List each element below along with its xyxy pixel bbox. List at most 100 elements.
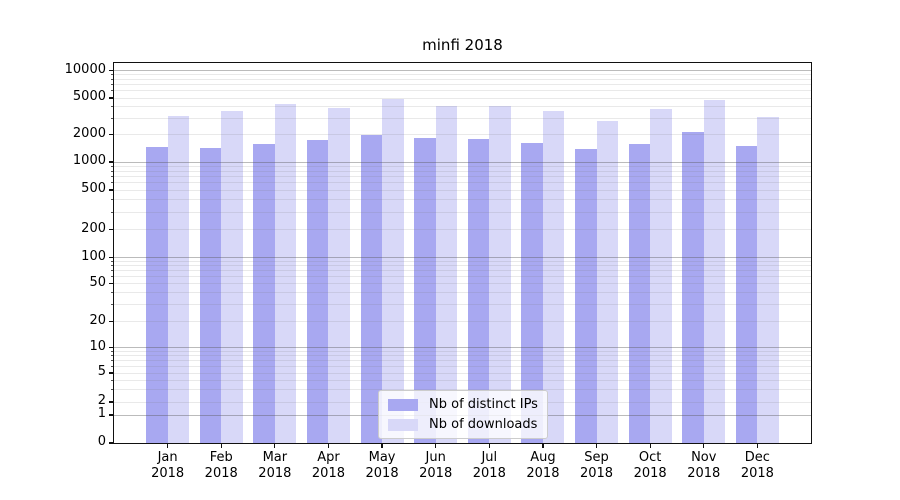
x-tick-mark	[703, 443, 705, 448]
bar-distinct-ips-sep	[575, 148, 597, 443]
y-tick-label: 5000	[72, 89, 106, 104]
x-tick-year: 2018	[365, 466, 399, 481]
y-minor-tick-mark	[111, 304, 114, 306]
bar-layer	[114, 63, 811, 443]
x-tick-year: 2018	[472, 466, 506, 481]
y-minor-tick-mark	[111, 90, 114, 92]
bar-distinct-ips-feb	[199, 148, 222, 443]
bar-downloads-oct	[650, 109, 672, 443]
y-minor-tick-mark	[111, 350, 114, 352]
chart-title: minfi 2018	[422, 36, 503, 54]
bar-downloads-dec	[757, 117, 779, 443]
bar-distinct-ips-jul	[467, 138, 490, 443]
gridline	[114, 74, 811, 76]
gridline	[114, 265, 811, 267]
bar-downloads-apr	[328, 107, 350, 443]
gridline	[114, 355, 811, 357]
y-tick-mark	[109, 97, 114, 99]
y-minor-tick-mark	[111, 199, 114, 201]
gridline	[114, 270, 811, 272]
x-tick-mark	[649, 443, 651, 448]
gridline	[114, 199, 811, 201]
gridline	[114, 379, 811, 381]
gridline	[114, 229, 811, 230]
x-tick-year: 2018	[151, 466, 185, 481]
x-tick-label: May 2018	[350, 450, 414, 482]
bar-downloads-jan	[167, 115, 190, 443]
gridline	[114, 117, 811, 119]
x-tick-label: Apr 2018	[296, 450, 360, 482]
x-tick-mark	[542, 443, 544, 448]
bar-distinct-ips-aug	[521, 143, 543, 443]
gridline	[114, 292, 811, 294]
y-minor-tick-mark	[111, 360, 114, 362]
y-tick-label: 2000	[72, 125, 106, 141]
bar-distinct-ips-dec	[735, 145, 758, 443]
x-tick-month: Dec	[744, 450, 770, 465]
y-minor-tick-mark	[111, 365, 114, 367]
gridline	[114, 161, 811, 163]
grid-layer	[114, 63, 811, 443]
y-tick-mark	[109, 161, 114, 163]
y-tick-label: 1000	[72, 153, 106, 168]
legend-item-downloads: Nb of downloads	[388, 417, 538, 432]
x-tick-year: 2018	[258, 466, 292, 481]
x-tick-mark	[220, 443, 222, 448]
x-tick-month: Nov	[691, 450, 717, 465]
y-tick-label: 100	[81, 248, 106, 264]
y-minor-tick-mark	[111, 270, 114, 272]
gridline	[114, 97, 811, 99]
gridline	[114, 276, 811, 278]
x-tick-year: 2018	[633, 466, 667, 481]
gridline	[114, 365, 811, 367]
y-minor-tick-mark	[111, 355, 114, 357]
gridline	[114, 257, 811, 258]
x-tick-label: Dec 2018	[725, 450, 789, 482]
bar-distinct-ips-jun	[414, 138, 436, 443]
bar-downloads-aug	[542, 110, 565, 443]
gridline	[114, 78, 811, 80]
legend-swatch-downloads	[388, 418, 418, 431]
x-tick-label: Jul 2018	[457, 450, 521, 482]
x-tick-year: 2018	[579, 466, 614, 481]
x-tick-month: Aug	[530, 450, 556, 465]
x-tick-mark	[595, 443, 598, 448]
x-tick-month: Jun	[425, 450, 446, 465]
bar-distinct-ips-oct	[628, 144, 651, 443]
y-tick-mark	[109, 414, 114, 416]
x-tick-mark	[488, 443, 490, 448]
y-tick-mark	[109, 256, 114, 259]
legend: Nb of distinct IPs Nb of downloads	[378, 390, 548, 439]
x-tick-mark	[435, 443, 437, 448]
x-tick-label: Mar 2018	[243, 450, 307, 482]
bar-downloads-feb	[221, 111, 243, 443]
y-minor-tick-mark	[111, 182, 114, 184]
y-tick-label: 5	[97, 364, 106, 379]
bar-distinct-ips-jan	[146, 147, 168, 443]
gridline	[114, 350, 811, 352]
y-tick-mark	[109, 320, 114, 323]
x-tick-year: 2018	[740, 466, 774, 481]
x-tick-label: Aug 2018	[511, 450, 575, 482]
bar-distinct-ips-mar	[253, 143, 275, 443]
x-tick-month: Oct	[638, 450, 662, 465]
gridline	[114, 321, 811, 322]
y-minor-tick-mark	[111, 211, 114, 213]
bar-downloads-nov	[703, 100, 726, 443]
bar-downloads-mar	[274, 104, 297, 443]
gridline	[114, 189, 811, 191]
gridline	[114, 170, 811, 172]
gridline	[114, 165, 811, 167]
x-tick-mark	[167, 443, 169, 448]
x-tick-month: Sep	[584, 450, 609, 465]
y-tick-mark	[109, 442, 114, 444]
bar-downloads-sep	[596, 121, 619, 443]
y-tick-mark	[109, 282, 114, 285]
y-minor-tick-mark	[111, 78, 114, 80]
y-tick-label: 20	[89, 312, 106, 328]
y-minor-tick-mark	[111, 165, 114, 167]
plot-area: Nb of distinct IPs Nb of downloads	[114, 63, 811, 443]
y-tick-mark	[109, 69, 114, 72]
y-tick-mark	[109, 228, 114, 231]
y-minor-tick-mark	[111, 265, 114, 267]
